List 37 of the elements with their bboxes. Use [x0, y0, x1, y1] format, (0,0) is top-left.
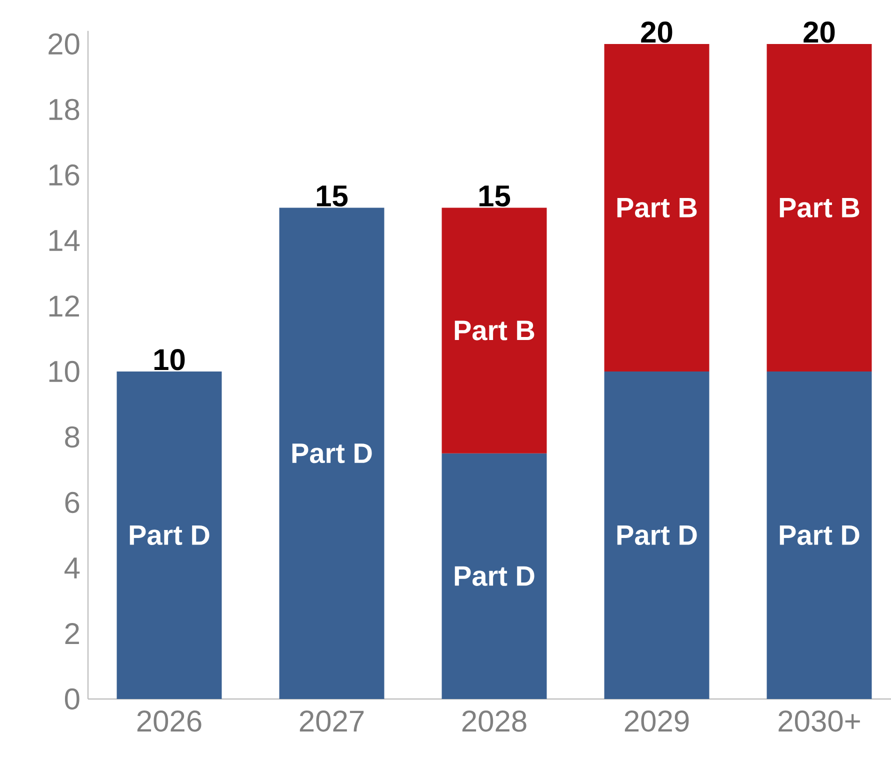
y-tick-label: 20	[48, 33, 80, 55]
bar	[279, 208, 384, 699]
x-tick-label: 2026	[137, 710, 202, 732]
bar	[766, 371, 872, 699]
y-tick-label: 12	[49, 296, 79, 316]
y-tick-label: 2	[65, 623, 79, 644]
y-tick-label: 18	[49, 98, 80, 120]
y-tick-label: 14	[49, 230, 80, 251]
x-tick-label: 2029	[624, 710, 689, 732]
total-label: 15	[316, 186, 348, 207]
bar	[604, 44, 710, 372]
text: Part D	[292, 444, 372, 464]
bar	[116, 371, 222, 699]
series-label: Part D	[617, 525, 697, 546]
text: Part D	[454, 566, 534, 586]
x-tick-label: 2030+	[778, 710, 860, 732]
bar	[604, 371, 710, 699]
total-label: 20	[804, 22, 835, 43]
y-tick-label: 8	[65, 426, 80, 448]
y-tick-label: 6	[65, 492, 80, 514]
total-label: 10	[154, 349, 185, 370]
y-tick-label: 0	[64, 688, 80, 710]
total-label: 15	[479, 186, 510, 207]
text: Part B	[780, 198, 860, 218]
total-label: 20	[641, 22, 672, 43]
bar	[766, 44, 872, 372]
series-label: Part B	[454, 320, 534, 340]
text: Part D	[130, 525, 210, 546]
text: Part D	[780, 525, 860, 546]
text: Part B	[617, 198, 697, 218]
x-tick-label: 2027	[300, 710, 364, 732]
bar	[442, 453, 547, 699]
y-tick-label: 4	[64, 558, 80, 578]
bar	[442, 208, 547, 454]
x-tick-label: 2028	[462, 710, 526, 732]
y-tick-label: 16	[49, 164, 80, 186]
y-tick-label: 10	[49, 360, 80, 382]
